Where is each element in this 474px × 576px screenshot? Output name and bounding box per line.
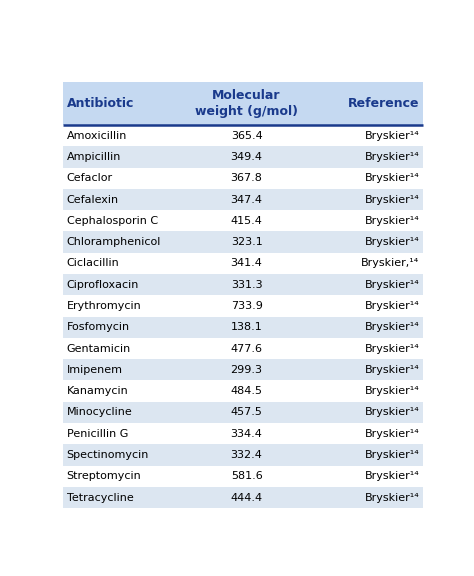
Text: 484.5: 484.5 <box>230 386 263 396</box>
Text: 331.3: 331.3 <box>231 280 263 290</box>
Text: Antibiotic: Antibiotic <box>66 97 134 110</box>
Text: 415.4: 415.4 <box>231 216 263 226</box>
Bar <box>63 189 423 210</box>
Text: Bryskier¹⁴: Bryskier¹⁴ <box>365 492 419 503</box>
Bar <box>63 359 423 381</box>
Text: Bryskier¹⁴: Bryskier¹⁴ <box>365 343 419 354</box>
Bar <box>63 444 423 465</box>
Bar <box>63 317 423 338</box>
Text: 341.4: 341.4 <box>231 259 263 268</box>
Text: Kanamycin: Kanamycin <box>66 386 128 396</box>
Text: Erythromycin: Erythromycin <box>66 301 141 311</box>
Text: 733.9: 733.9 <box>231 301 263 311</box>
Text: Spectinomycin: Spectinomycin <box>66 450 149 460</box>
Text: Bryskier¹⁴: Bryskier¹⁴ <box>365 450 419 460</box>
Text: Cefaclor: Cefaclor <box>66 173 113 183</box>
Text: Bryskier¹⁴: Bryskier¹⁴ <box>365 407 419 418</box>
Bar <box>63 402 423 423</box>
Bar <box>63 465 423 487</box>
Text: Streptomycin: Streptomycin <box>66 471 141 482</box>
Text: Bryskier¹⁴: Bryskier¹⁴ <box>365 301 419 311</box>
Bar <box>63 146 423 168</box>
Bar <box>63 82 423 125</box>
Text: Bryskier¹⁴: Bryskier¹⁴ <box>365 195 419 204</box>
Text: Ciclacillin: Ciclacillin <box>66 259 119 268</box>
Text: Bryskier¹⁴: Bryskier¹⁴ <box>365 280 419 290</box>
Text: Bryskier¹⁴: Bryskier¹⁴ <box>365 322 419 332</box>
Text: 138.1: 138.1 <box>231 322 263 332</box>
Text: 457.5: 457.5 <box>231 407 263 418</box>
Text: Chloramphenicol: Chloramphenicol <box>66 237 161 247</box>
Bar <box>63 253 423 274</box>
Text: Imipenem: Imipenem <box>66 365 123 375</box>
Text: Molecular
weight (g/mol): Molecular weight (g/mol) <box>195 89 298 118</box>
Bar <box>63 381 423 402</box>
Text: 299.3: 299.3 <box>230 365 263 375</box>
Bar <box>63 125 423 146</box>
Text: Bryskier¹⁴: Bryskier¹⁴ <box>365 173 419 183</box>
Text: Bryskier¹⁴: Bryskier¹⁴ <box>365 471 419 482</box>
Text: Bryskier¹⁴: Bryskier¹⁴ <box>365 429 419 439</box>
Bar <box>63 232 423 253</box>
Text: 367.8: 367.8 <box>231 173 263 183</box>
Text: Cefalexin: Cefalexin <box>66 195 118 204</box>
Text: Reference: Reference <box>348 97 419 110</box>
Text: Bryskier¹⁴: Bryskier¹⁴ <box>365 386 419 396</box>
Text: Bryskier¹⁴: Bryskier¹⁴ <box>365 216 419 226</box>
Text: 349.4: 349.4 <box>230 152 263 162</box>
Bar <box>63 274 423 295</box>
Text: Bryskier¹⁴: Bryskier¹⁴ <box>365 365 419 375</box>
Text: 323.1: 323.1 <box>231 237 263 247</box>
Text: 347.4: 347.4 <box>230 195 263 204</box>
Text: 444.4: 444.4 <box>230 492 263 503</box>
Text: Tetracycline: Tetracycline <box>66 492 133 503</box>
Text: 581.6: 581.6 <box>231 471 263 482</box>
Text: Amoxicillin: Amoxicillin <box>66 131 127 141</box>
Bar <box>63 210 423 232</box>
Text: Bryskier¹⁴: Bryskier¹⁴ <box>365 131 419 141</box>
Text: Ciprofloxacin: Ciprofloxacin <box>66 280 139 290</box>
Text: 332.4: 332.4 <box>231 450 263 460</box>
Bar <box>63 338 423 359</box>
Text: Bryskier¹⁴: Bryskier¹⁴ <box>365 152 419 162</box>
Text: Penicillin G: Penicillin G <box>66 429 128 439</box>
Text: Bryskier¹⁴: Bryskier¹⁴ <box>365 237 419 247</box>
Text: Bryskier,¹⁴: Bryskier,¹⁴ <box>361 259 419 268</box>
Text: 365.4: 365.4 <box>231 131 263 141</box>
Text: Ampicillin: Ampicillin <box>66 152 121 162</box>
Text: 477.6: 477.6 <box>230 343 263 354</box>
Text: Gentamicin: Gentamicin <box>66 343 131 354</box>
Text: 334.4: 334.4 <box>231 429 263 439</box>
Bar <box>63 168 423 189</box>
Text: Cephalosporin C: Cephalosporin C <box>66 216 158 226</box>
Bar <box>63 487 423 508</box>
Bar <box>63 423 423 444</box>
Text: Fosfomycin: Fosfomycin <box>66 322 130 332</box>
Text: Minocycline: Minocycline <box>66 407 132 418</box>
Bar <box>63 295 423 317</box>
